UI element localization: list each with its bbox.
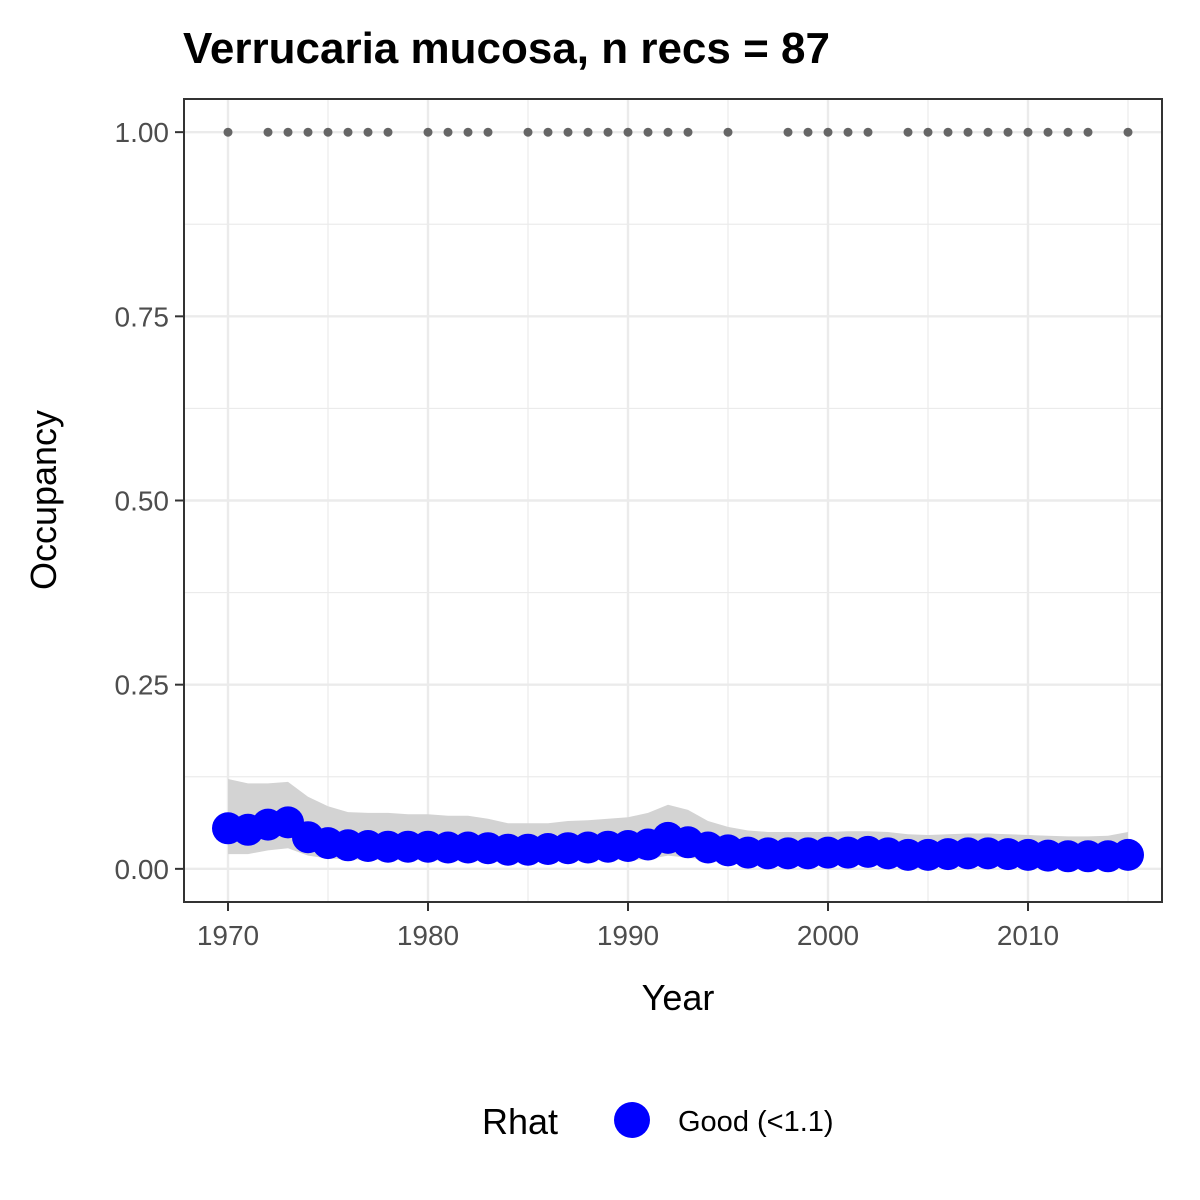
record-point	[383, 127, 393, 137]
record-point	[263, 127, 273, 137]
chart-title: Verrucaria mucosa, n recs = 87	[183, 24, 830, 73]
y-axis-title: Occupancy	[23, 410, 64, 590]
record-point	[363, 127, 373, 137]
record-point	[483, 127, 493, 137]
record-point	[983, 127, 993, 137]
record-point	[563, 127, 573, 137]
y-tick-label: 1.00	[115, 117, 170, 148]
record-point	[783, 127, 793, 137]
record-point	[323, 127, 333, 137]
y-tick-label: 0.00	[115, 854, 170, 885]
legend-label-good: Good (<1.1)	[678, 1106, 834, 1138]
x-tick-label: 1990	[597, 920, 659, 951]
record-point	[963, 127, 973, 137]
x-axis: 1970 1980 1990 2000 2010	[197, 902, 1059, 951]
record-point	[803, 127, 813, 137]
y-axis: 0.00 0.25 0.50 0.75 1.00	[115, 117, 184, 885]
legend-title: Rhat	[482, 1101, 558, 1142]
y-tick-label: 0.50	[115, 486, 170, 517]
record-point	[1023, 127, 1033, 137]
record-point	[683, 127, 693, 137]
occupancy-points-layer	[212, 806, 1144, 873]
x-tick-label: 1980	[397, 920, 459, 951]
record-point	[303, 127, 313, 137]
record-point	[463, 127, 473, 137]
record-point	[523, 127, 533, 137]
x-tick-label: 2000	[797, 920, 859, 951]
x-tick-label: 1970	[197, 920, 259, 951]
record-point	[1003, 127, 1013, 137]
x-tick-label: 2010	[997, 920, 1059, 951]
record-point	[343, 127, 353, 137]
legend-key-good	[614, 1102, 650, 1138]
record-point	[903, 127, 913, 137]
record-point	[943, 127, 953, 137]
record-point	[843, 127, 853, 137]
record-point	[863, 127, 873, 137]
record-point	[1083, 127, 1093, 137]
y-tick-label: 0.25	[115, 670, 170, 701]
record-point	[603, 127, 613, 137]
record-point	[1063, 127, 1073, 137]
record-point	[923, 127, 933, 137]
record-point	[663, 127, 673, 137]
x-axis-title: Year	[642, 977, 715, 1018]
record-point	[1123, 127, 1133, 137]
record-point	[643, 127, 653, 137]
record-point	[443, 127, 453, 137]
record-point	[283, 127, 293, 137]
record-point	[223, 127, 233, 137]
major-gridlines	[184, 99, 1162, 902]
record-points-layer	[223, 127, 1133, 137]
record-point	[723, 127, 733, 137]
record-point	[1043, 127, 1053, 137]
record-point	[623, 127, 633, 137]
occupancy-point	[1112, 838, 1144, 871]
legend: Rhat Good (<1.1)	[482, 1101, 834, 1142]
record-point	[583, 127, 593, 137]
y-tick-label: 0.75	[115, 301, 170, 332]
record-point	[423, 127, 433, 137]
record-point	[823, 127, 833, 137]
record-point	[543, 127, 553, 137]
